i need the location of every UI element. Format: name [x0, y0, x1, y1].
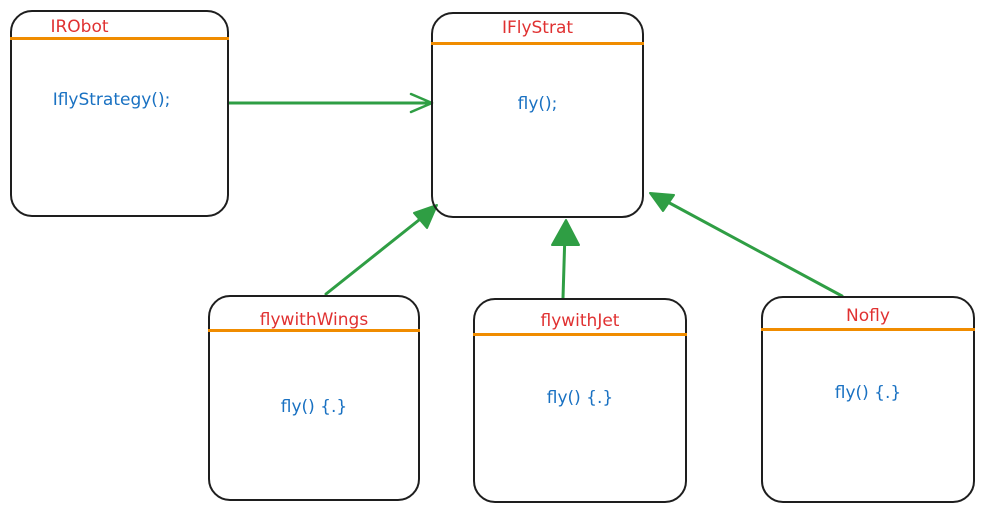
class-box-nofly: Nofly fly() {.} [761, 296, 975, 503]
class-title-flywithwings: flywithWings [259, 310, 369, 330]
class-body-flywithwings: fly() {.} [280, 397, 348, 417]
class-box-iflystrat: IFlyStrat fly(); [431, 12, 644, 218]
class-title-iflystrat: IFlyStrat [501, 18, 574, 38]
class-title-irobot: IRObot [50, 17, 109, 37]
class-body-flywithjet: fly() {.} [546, 388, 614, 408]
class-box-flywithjet: flywithJet fly() {.} [473, 298, 687, 503]
class-divider-iflystrat [431, 42, 644, 45]
class-box-irobot: IRObot IflyStrategy(); [10, 10, 229, 217]
arrow-nofly-to-iflystrat [649, 192, 844, 298]
class-body-iflystrat: fly(); [517, 94, 558, 114]
class-body-irobot: IflyStrategy(); [52, 90, 171, 110]
class-body-nofly: fly() {.} [834, 383, 902, 403]
class-divider-irobot [10, 37, 229, 40]
class-divider-nofly [761, 328, 975, 331]
class-divider-flywithjet [473, 333, 687, 336]
class-title-flywithjet: flywithJet [540, 311, 620, 331]
class-divider-flywithwings [208, 329, 420, 332]
class-title-nofly: Nofly [846, 306, 890, 326]
arrow-flywithjet-to-iflystrat [551, 219, 580, 300]
arrow-flywithwings-to-iflystrat [324, 204, 438, 296]
class-box-flywithwings: flywithWings fly() {.} [208, 295, 420, 501]
arrow-irobot-to-iflystrat [227, 92, 434, 114]
